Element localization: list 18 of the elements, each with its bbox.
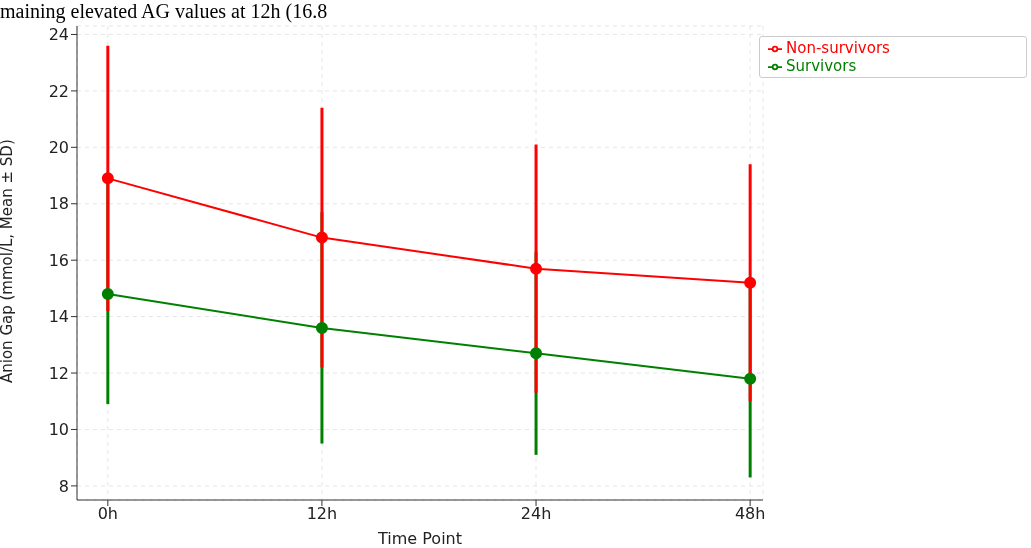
y-tick-label: 20 bbox=[48, 138, 69, 157]
x-tick-label: 24h bbox=[520, 504, 552, 524]
y-tick-label: 22 bbox=[48, 81, 69, 101]
y-axis-title: Anion Gap (mmol/L, Mean ± SD) bbox=[0, 139, 17, 383]
y-tick-label: 24 bbox=[48, 25, 69, 45]
y-tick-label: 14 bbox=[48, 307, 69, 327]
y-tick-label: 18 bbox=[48, 194, 69, 214]
x-tick-label: 12h bbox=[306, 504, 338, 524]
x-tick-label: 48h bbox=[734, 504, 766, 524]
y-tick-label: 10 bbox=[48, 420, 69, 440]
x-axis-title: Time Point bbox=[377, 529, 462, 548]
y-tick-label: 12 bbox=[48, 363, 69, 383]
y-tick-label: 16 bbox=[48, 250, 69, 270]
legend-label: Survivors bbox=[786, 57, 857, 75]
y-tick-label: 8 bbox=[58, 476, 69, 496]
text: maining elevated AG values at 12h (16.8 bbox=[0, 0, 328, 22]
x-tick-label: 0h bbox=[97, 504, 118, 524]
legend-label: Non-survivors bbox=[786, 39, 890, 57]
